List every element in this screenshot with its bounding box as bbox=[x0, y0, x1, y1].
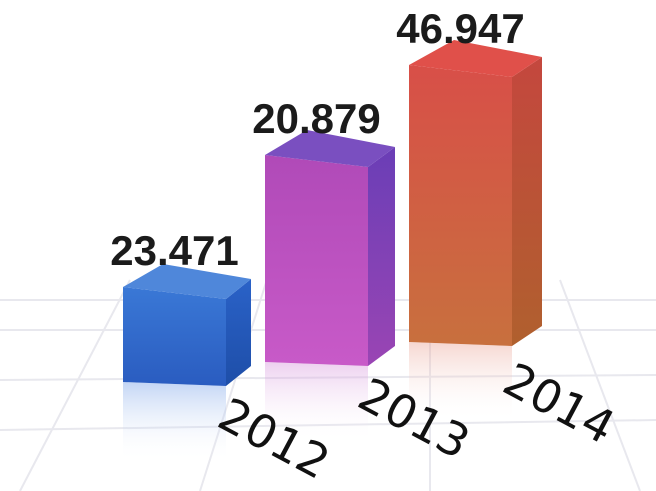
category-label: 2014 bbox=[495, 352, 624, 455]
bar-reflections bbox=[123, 342, 512, 462]
bar-front-face bbox=[265, 155, 368, 366]
bar-reflection bbox=[123, 382, 226, 462]
bar-side-face bbox=[226, 279, 251, 386]
value-labels: 23.471 20.879 46.947 bbox=[110, 5, 524, 274]
bar-2013 bbox=[265, 130, 395, 366]
bar-side-face bbox=[512, 57, 542, 346]
bar-top-face bbox=[265, 130, 395, 167]
bar-top-face bbox=[409, 40, 542, 77]
bar-2012 bbox=[123, 264, 251, 386]
bar-top-face bbox=[123, 264, 251, 299]
bar-2014 bbox=[409, 40, 542, 346]
bar-front-face bbox=[123, 287, 226, 386]
value-label: 46.947 bbox=[396, 5, 524, 52]
bar-front-face bbox=[409, 65, 512, 346]
value-label: 23.471 bbox=[110, 227, 238, 274]
bar-reflection bbox=[265, 362, 368, 442]
grid-line bbox=[19, 279, 131, 491]
bar-reflection bbox=[409, 342, 512, 422]
grid-line bbox=[559, 279, 641, 491]
bar-side-face bbox=[368, 147, 395, 366]
value-label: 20.879 bbox=[252, 95, 380, 142]
bars bbox=[123, 40, 542, 386]
